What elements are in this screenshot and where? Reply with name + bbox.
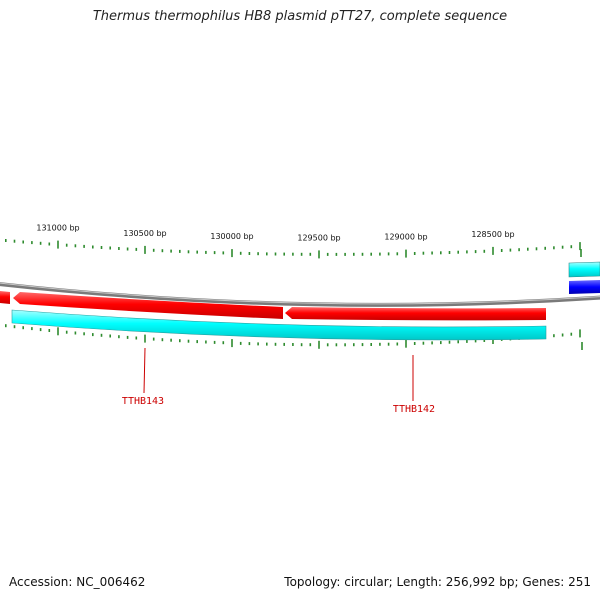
ruler-label: 129000 bp [384, 233, 427, 242]
leader-line-tthb143 [143, 347, 146, 394]
plasmid-backbone-highlight [0, 282, 600, 305]
gene-feature-tthb143[interactable] [13, 292, 283, 319]
ruler-label: 131000 bp [36, 224, 79, 233]
ruler-labels: 131000 bp 130500 bp 130000 bp 129500 bp 1290… [36, 224, 514, 243]
ruler-label: 130500 bp [123, 229, 166, 238]
gene-feature-tthb142[interactable] [285, 307, 546, 321]
other-feature-right[interactable] [569, 280, 600, 294]
map-title: Thermus thermophilus HB8 plasmid pTT27, … [92, 9, 508, 24]
accession-label: Accession: NC_006462 [9, 575, 146, 589]
cds-feature-right[interactable] [568, 261, 600, 278]
gene-label-tthb143[interactable]: TTHB143 [122, 396, 164, 407]
gene-label-tthb142[interactable]: TTHB142 [393, 404, 435, 415]
topology-summary: Topology: circular; Length: 256,992 bp; … [284, 575, 591, 589]
ruler-label: 128500 bp [471, 230, 514, 239]
plasmid-backbone [0, 282, 600, 307]
gene-feature-left-fragment[interactable] [0, 291, 10, 304]
ruler-label: 129500 bp [297, 233, 340, 242]
cds-feature-band[interactable] [11, 309, 547, 341]
ruler-label: 130000 bp [210, 232, 253, 241]
